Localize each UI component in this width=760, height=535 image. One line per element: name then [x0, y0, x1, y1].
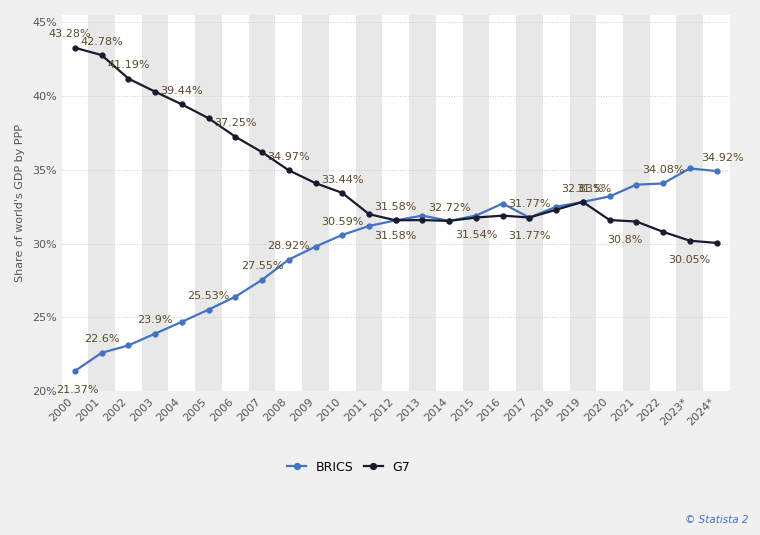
Text: 27.55%: 27.55%: [241, 262, 283, 271]
Bar: [409, 15, 435, 391]
G7: [445, 218, 454, 224]
Y-axis label: Share of world's GDP by PPP: Share of world's GDP by PPP: [15, 124, 25, 282]
G7: [258, 149, 267, 155]
BRICS: [445, 218, 454, 224]
Bar: [356, 15, 382, 391]
G7: [337, 190, 347, 196]
G7: [391, 217, 401, 224]
BRICS: [150, 331, 160, 337]
Text: 23.9%: 23.9%: [138, 315, 173, 325]
G7: [605, 217, 614, 223]
BRICS: [391, 217, 401, 224]
Text: 31.5%: 31.5%: [576, 184, 612, 194]
Line: BRICS: BRICS: [72, 166, 719, 373]
BRICS: [231, 294, 240, 300]
Text: 32.83%: 32.83%: [562, 184, 604, 194]
Text: 41.19%: 41.19%: [107, 60, 150, 70]
Text: 28.92%: 28.92%: [268, 241, 310, 251]
BRICS: [97, 349, 106, 356]
BRICS: [71, 368, 80, 374]
BRICS: [177, 319, 186, 325]
G7: [311, 180, 320, 186]
BRICS: [658, 180, 667, 187]
BRICS: [605, 193, 614, 200]
G7: [552, 207, 561, 213]
Bar: [88, 15, 115, 391]
BRICS: [204, 307, 213, 313]
G7: [712, 240, 721, 246]
Text: 25.53%: 25.53%: [188, 291, 230, 301]
Text: 34.08%: 34.08%: [642, 165, 684, 175]
BRICS: [498, 200, 507, 207]
BRICS: [552, 203, 561, 210]
G7: [498, 212, 507, 219]
Text: 34.92%: 34.92%: [701, 152, 743, 163]
BRICS: [525, 215, 534, 221]
BRICS: [365, 223, 374, 229]
BRICS: [124, 342, 133, 349]
Text: 22.6%: 22.6%: [84, 334, 119, 345]
Text: 43.28%: 43.28%: [48, 29, 90, 40]
Text: 32.72%: 32.72%: [428, 203, 470, 212]
BRICS: [337, 232, 347, 238]
G7: [124, 75, 133, 82]
Text: 31.77%: 31.77%: [508, 232, 551, 241]
BRICS: [632, 181, 641, 188]
Bar: [516, 15, 543, 391]
G7: [658, 228, 667, 235]
Text: 31.58%: 31.58%: [375, 232, 417, 241]
Text: 31.58%: 31.58%: [375, 202, 417, 212]
G7: [471, 215, 480, 221]
BRICS: [712, 168, 721, 174]
G7: [284, 167, 293, 173]
BRICS: [311, 243, 320, 250]
BRICS: [471, 212, 480, 219]
BRICS: [686, 165, 695, 172]
G7: [204, 115, 213, 121]
Text: 34.97%: 34.97%: [268, 152, 310, 162]
Bar: [249, 15, 275, 391]
Legend: BRICS, G7: BRICS, G7: [283, 456, 416, 479]
Bar: [623, 15, 650, 391]
Text: 31.54%: 31.54%: [454, 230, 497, 240]
Text: 30.8%: 30.8%: [607, 235, 643, 246]
Bar: [302, 15, 329, 391]
BRICS: [258, 277, 267, 283]
G7: [150, 88, 160, 95]
BRICS: [578, 198, 587, 205]
G7: [578, 198, 587, 205]
G7: [418, 217, 427, 223]
Bar: [676, 15, 703, 391]
Text: 33.44%: 33.44%: [321, 174, 363, 185]
Bar: [195, 15, 222, 391]
Bar: [569, 15, 597, 391]
Text: 30.05%: 30.05%: [669, 255, 711, 265]
G7: [71, 44, 80, 51]
Bar: [142, 15, 169, 391]
BRICS: [418, 212, 427, 219]
Text: 39.44%: 39.44%: [160, 86, 203, 96]
G7: [97, 52, 106, 58]
Line: G7: G7: [72, 45, 719, 246]
Text: 42.78%: 42.78%: [81, 37, 123, 47]
Text: 21.37%: 21.37%: [56, 385, 99, 395]
Text: 37.25%: 37.25%: [214, 118, 257, 128]
G7: [177, 101, 186, 108]
G7: [632, 218, 641, 225]
G7: [525, 215, 534, 221]
G7: [231, 134, 240, 140]
Text: © Statista 2: © Statista 2: [685, 515, 749, 525]
G7: [686, 238, 695, 244]
Text: 31.77%: 31.77%: [508, 199, 551, 209]
Text: 30.59%: 30.59%: [321, 217, 363, 227]
Bar: [463, 15, 489, 391]
G7: [365, 211, 374, 217]
BRICS: [284, 256, 293, 263]
